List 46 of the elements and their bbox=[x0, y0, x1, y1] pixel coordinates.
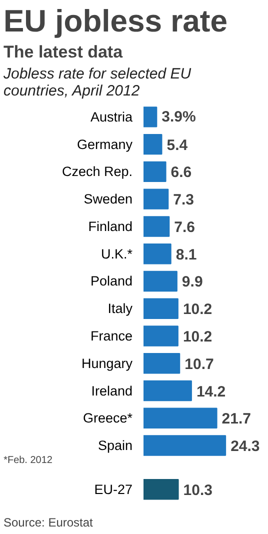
bar bbox=[144, 298, 178, 319]
data-label: 8.1 bbox=[176, 246, 197, 264]
bar bbox=[144, 380, 192, 402]
y-tick-label: Hungary bbox=[81, 356, 133, 371]
y-tick-label: Czech Rep. bbox=[62, 164, 133, 180]
y-tick-label: Italy bbox=[108, 301, 133, 316]
y-tick-label: Poland bbox=[90, 274, 133, 289]
y-tick-label: Spain bbox=[98, 438, 133, 454]
data-label: 21.7 bbox=[222, 410, 251, 428]
source-note: Source: Eurostat bbox=[4, 516, 94, 530]
y-tick-label: Ireland bbox=[91, 383, 133, 398]
data-label: 10.7 bbox=[184, 356, 214, 373]
bar bbox=[144, 216, 170, 237]
data-label: 3.9% bbox=[162, 108, 196, 126]
data-label: 14.2 bbox=[196, 383, 226, 400]
y-tick-label: Sweden bbox=[84, 192, 133, 207]
y-tick-label: Germany bbox=[76, 136, 133, 152]
bar bbox=[144, 161, 166, 182]
data-label: 24.3 bbox=[230, 438, 260, 456]
y-tick-label: EU-27 bbox=[94, 482, 132, 497]
bar bbox=[144, 243, 172, 264]
data-label: 7.6 bbox=[174, 218, 196, 236]
text: *Feb. 2012 bbox=[4, 455, 53, 466]
y-tick-label: Greece* bbox=[82, 410, 134, 426]
data-label: 5.4 bbox=[166, 136, 188, 154]
bar bbox=[144, 134, 162, 155]
y-tick-label: U.K.* bbox=[100, 246, 134, 262]
chart-subtitle: The latest data bbox=[4, 42, 124, 62]
data-label: 10.2 bbox=[182, 301, 212, 318]
data-label: 6.6 bbox=[170, 164, 192, 182]
data-label: 7.3 bbox=[173, 192, 194, 209]
bar bbox=[144, 106, 158, 128]
bar bbox=[144, 408, 218, 428]
bar bbox=[144, 326, 178, 346]
bar bbox=[144, 435, 226, 456]
x-axis-title: Jobless rate for selected EU countries, April 2012 bbox=[2, 66, 192, 100]
data-label: 10.2 bbox=[182, 328, 212, 346]
bar bbox=[144, 188, 169, 210]
bar bbox=[144, 270, 178, 292]
y-tick-label: Finland bbox=[88, 218, 133, 234]
y-tick-label: France bbox=[90, 328, 133, 344]
data-label: 10.3 bbox=[183, 482, 212, 499]
y-tick-label: Austria bbox=[90, 109, 133, 124]
data-label: 9.9 bbox=[182, 274, 203, 291]
bar bbox=[144, 353, 180, 374]
chart-title: EU jobless rate bbox=[4, 4, 228, 38]
